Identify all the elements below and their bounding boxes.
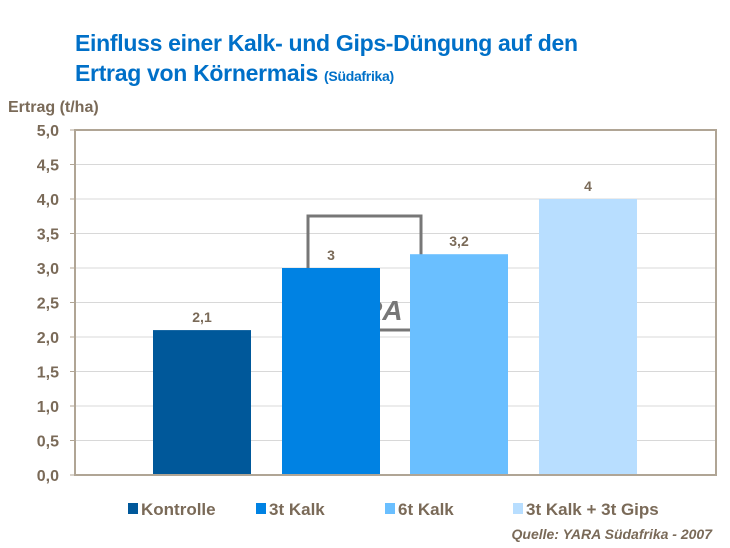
y-tick-label: 2,0 — [37, 330, 59, 347]
title-line-1: Einfluss einer Kalk- und Gips-Düngung au… — [75, 30, 578, 56]
data-label: 4 — [584, 178, 592, 194]
bar-4 — [539, 199, 637, 475]
data-label: 3,2 — [449, 233, 469, 249]
legend-swatch — [513, 503, 523, 514]
legend-swatch — [128, 503, 138, 514]
legend-swatch — [385, 503, 395, 514]
title-line-2: Ertrag von Körnermais — [75, 60, 318, 86]
y-tick-label: 0,5 — [37, 434, 59, 451]
legend-label: 6t Kalk — [398, 500, 454, 519]
source-note: Quelle: YARA Südafrika - 2007 — [511, 526, 712, 542]
y-tick-label: 0,0 — [37, 468, 59, 485]
data-label: 3 — [327, 247, 335, 263]
y-tick-label: 4,5 — [37, 158, 59, 175]
bar-1 — [153, 330, 251, 475]
bar-3 — [410, 254, 508, 475]
bar-2 — [282, 268, 380, 475]
y-tick-label: 2,5 — [37, 296, 59, 313]
legend-label: 3t Kalk — [269, 500, 325, 519]
data-label: 2,1 — [192, 309, 212, 325]
legend-label: 3t Kalk + 3t Gips — [526, 500, 659, 519]
y-tick-label: 5,0 — [37, 123, 59, 140]
y-tick-label: 1,5 — [37, 365, 59, 382]
y-tick-label: 4,0 — [37, 192, 59, 209]
y-tick-label: 3,5 — [37, 227, 59, 244]
title-suffix: (Südafrika) — [324, 68, 394, 84]
y-tick-label: 1,0 — [37, 399, 59, 416]
y-tick-label: 3,0 — [37, 261, 59, 278]
legend-label: Kontrolle — [141, 500, 216, 519]
y-axis-label: Ertrag (t/ha) — [8, 99, 99, 116]
legend-swatch — [256, 503, 266, 514]
chart-title: Einfluss einer Kalk- und Gips-Düngung au… — [75, 28, 578, 91]
